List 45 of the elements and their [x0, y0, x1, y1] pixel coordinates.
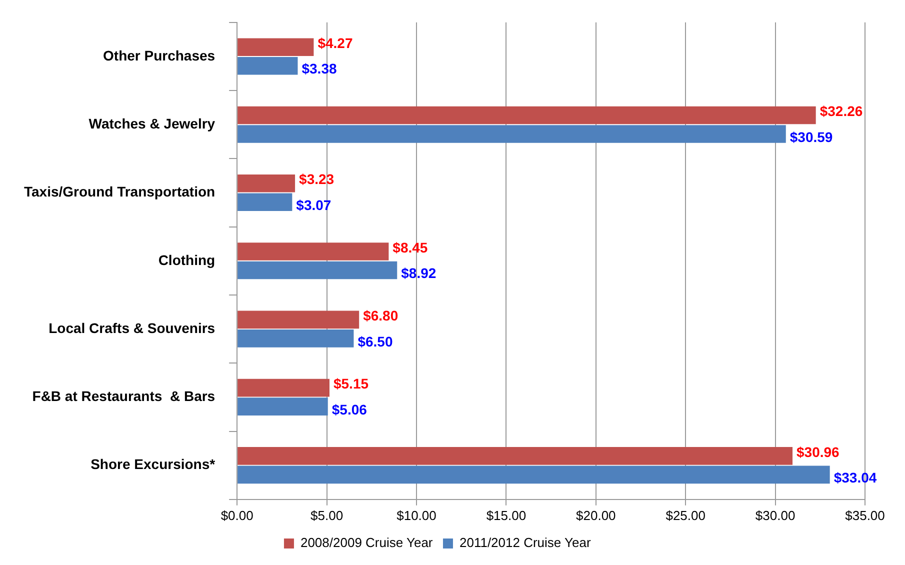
x-tick-label: $10.00	[396, 508, 436, 523]
bar	[238, 193, 292, 212]
bar	[238, 447, 793, 465]
x-tick-label: $30.00	[755, 508, 796, 523]
y-tick-label: Watches & Jewelry	[88, 115, 216, 132]
x-tick-label: $15.00	[486, 508, 526, 523]
data-label: $8.45	[392, 239, 428, 256]
bar	[238, 125, 786, 143]
data-label: $6.80	[363, 308, 398, 324]
y-tick-label: Taxis/Ground Transportation	[24, 184, 216, 200]
bar	[238, 174, 296, 192]
data-label: $4.27	[318, 34, 353, 51]
bar	[238, 261, 398, 280]
bar	[238, 38, 314, 56]
y-tick-label: Clothing	[158, 252, 216, 268]
data-label: $30.96	[796, 444, 840, 460]
bar	[238, 378, 330, 397]
bar	[238, 330, 354, 348]
legend-label: 2008/2009 Cruise Year	[300, 535, 434, 550]
data-label: $5.15	[333, 376, 369, 392]
data-label: $30.59	[790, 128, 833, 145]
bar	[238, 106, 816, 124]
y-tick-label: Shore Excursions*	[90, 456, 216, 472]
bar	[238, 310, 360, 329]
x-tick-label: $5.00	[310, 508, 344, 523]
data-label: $3.07	[296, 196, 332, 213]
data-label: $3.38	[302, 60, 337, 77]
data-label: $8.92	[401, 265, 436, 282]
bar	[238, 398, 328, 416]
x-tick-label: $0.00	[220, 508, 254, 523]
x-tick-label: $20.00	[576, 508, 616, 523]
bar	[238, 56, 298, 75]
data-label: $5.06	[332, 401, 368, 418]
data-label: $32.26	[820, 103, 863, 120]
legend-label: 2011/2012 Cruise Year	[459, 535, 592, 550]
y-tick-label: F&B at Restaurants & Bars	[32, 388, 216, 404]
bar	[238, 242, 389, 260]
data-label: $6.50	[358, 333, 393, 350]
data-label: $33.04	[834, 470, 877, 486]
x-tick-label: $25.00	[666, 508, 706, 523]
bar	[238, 466, 830, 484]
x-tick-label: $35.00	[845, 508, 885, 523]
data-label: $3.23	[299, 171, 334, 188]
y-tick-label: Other Purchases	[103, 47, 216, 64]
y-tick-label: Local Crafts & Souvenirs	[48, 320, 216, 336]
